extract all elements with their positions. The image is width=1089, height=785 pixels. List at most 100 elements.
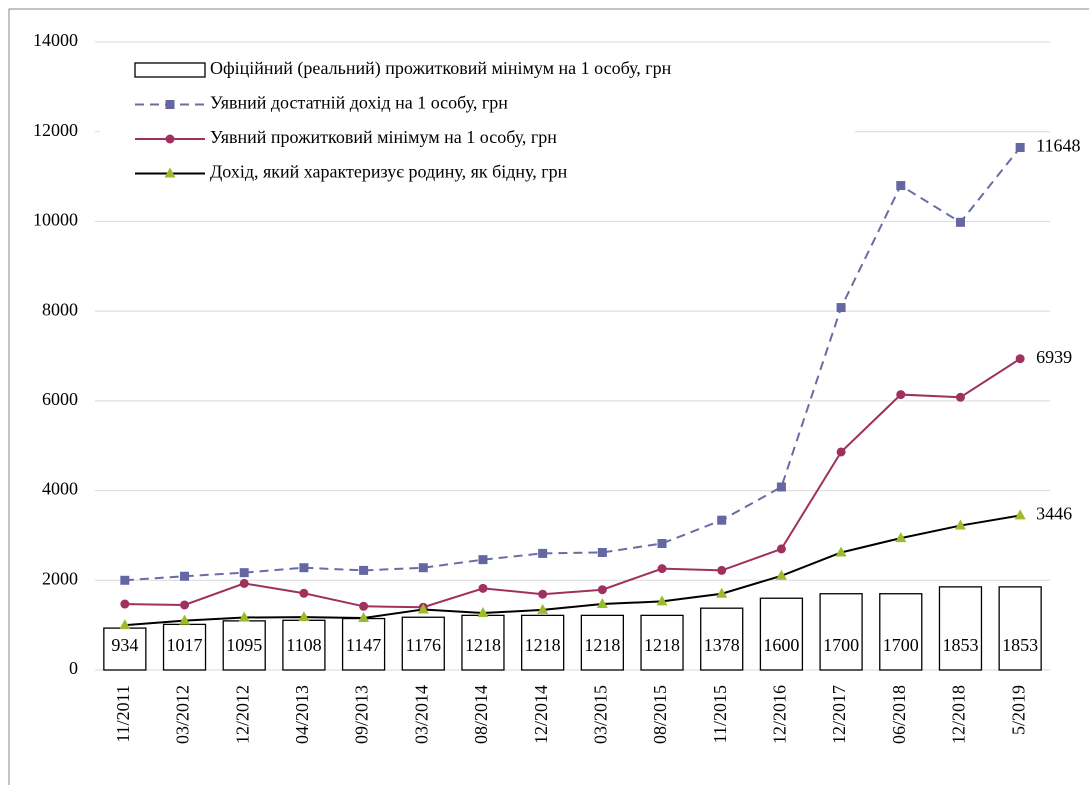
marker [717, 565, 727, 575]
bar-value-label: 1218 [465, 635, 501, 655]
y-tick-label: 10000 [33, 210, 78, 230]
marker [955, 217, 965, 227]
bar [282, 619, 326, 671]
x-tick-label: 11/2015 [710, 685, 730, 743]
marker [478, 555, 488, 565]
bar [879, 593, 923, 671]
marker [299, 563, 309, 573]
marker [596, 598, 608, 609]
legend-swatch [134, 62, 206, 78]
marker [418, 563, 428, 573]
marker [657, 564, 667, 574]
legend-label: Уявний достатній дохід на 1 особу, грн [210, 93, 508, 113]
marker [119, 619, 131, 630]
bar-value-label: 1853 [1002, 635, 1038, 655]
x-tick-label: 03/2014 [411, 685, 431, 744]
marker [954, 519, 966, 530]
marker [538, 548, 548, 558]
bar-value-label: 1017 [167, 635, 203, 655]
x-tick-label: 04/2013 [292, 685, 312, 744]
y-tick-label: 4000 [42, 479, 78, 499]
marker [835, 546, 847, 557]
marker [656, 595, 668, 606]
bar [640, 614, 684, 671]
bar [759, 597, 804, 671]
y-tick-label: 14000 [33, 30, 78, 50]
marker [239, 578, 249, 588]
bar [103, 627, 147, 671]
marker [836, 303, 846, 313]
marker [955, 392, 965, 402]
bar [341, 617, 386, 671]
marker [538, 589, 548, 599]
end-value-label: 6939 [1036, 347, 1072, 367]
bar [461, 614, 505, 671]
bar [938, 586, 983, 671]
marker [597, 547, 607, 557]
bar-value-label: 1095 [226, 635, 262, 655]
marker [180, 571, 190, 581]
marker [895, 532, 907, 543]
x-tick-label: 08/2014 [471, 685, 491, 744]
bar-value-label: 1700 [823, 635, 859, 655]
x-tick-label: 03/2015 [590, 685, 610, 744]
marker [359, 565, 369, 575]
marker [238, 611, 250, 622]
x-tick-label: 08/2015 [650, 685, 670, 744]
bar [700, 607, 744, 671]
bar-value-label: 1218 [525, 635, 561, 655]
bar-value-label: 1108 [286, 635, 321, 655]
legend-label: Офіційний (реальний) прожитковий мінімум… [210, 58, 672, 79]
bar-value-label: 1600 [763, 635, 799, 655]
legend-marker [165, 100, 175, 109]
bar-value-label: 1378 [704, 635, 740, 655]
marker [1014, 509, 1026, 520]
bar-value-label: 934 [111, 635, 138, 655]
end-value-label: 3446 [1036, 504, 1072, 524]
bar-value-label: 1700 [883, 635, 919, 655]
x-tick-label: 03/2012 [173, 685, 193, 744]
y-tick-label: 2000 [42, 568, 78, 588]
bar-value-label: 1218 [584, 635, 620, 655]
marker [537, 603, 549, 614]
x-tick-label: 06/2018 [889, 685, 909, 744]
marker [299, 588, 309, 598]
marker [1015, 143, 1025, 153]
x-tick-label: 09/2013 [352, 685, 372, 744]
legend-background [100, 50, 855, 215]
bar-value-label: 1147 [346, 635, 381, 655]
marker [298, 611, 310, 622]
marker [597, 585, 607, 595]
x-tick-label: 12/2014 [531, 685, 551, 744]
marker [896, 390, 906, 400]
bar [998, 586, 1042, 671]
y-tick-label: 8000 [42, 299, 78, 319]
x-tick-label: 11/2011 [113, 685, 133, 743]
marker [836, 447, 846, 457]
bar-value-label: 1853 [942, 635, 978, 655]
bar [401, 616, 445, 671]
marker [358, 611, 370, 622]
marker [359, 601, 369, 611]
marker [478, 583, 488, 593]
legend-marker [165, 134, 175, 144]
bar [521, 614, 565, 671]
marker [120, 575, 130, 585]
bar [819, 593, 863, 671]
legend-marker [164, 167, 176, 178]
bar-value-label: 1176 [406, 635, 441, 655]
marker [776, 544, 786, 554]
y-tick-label: 6000 [42, 389, 78, 409]
x-tick-label: 12/2016 [770, 685, 790, 744]
y-tick-label: 12000 [33, 120, 78, 140]
marker [657, 539, 667, 549]
end-value-label: 11648 [1036, 136, 1080, 156]
y-tick-label: 0 [69, 658, 78, 678]
bar [580, 614, 624, 671]
marker [717, 515, 727, 525]
series-line [124, 514, 1021, 627]
marker [1015, 354, 1025, 364]
marker [775, 569, 787, 580]
x-tick-label: 5/2019 [1008, 685, 1028, 735]
